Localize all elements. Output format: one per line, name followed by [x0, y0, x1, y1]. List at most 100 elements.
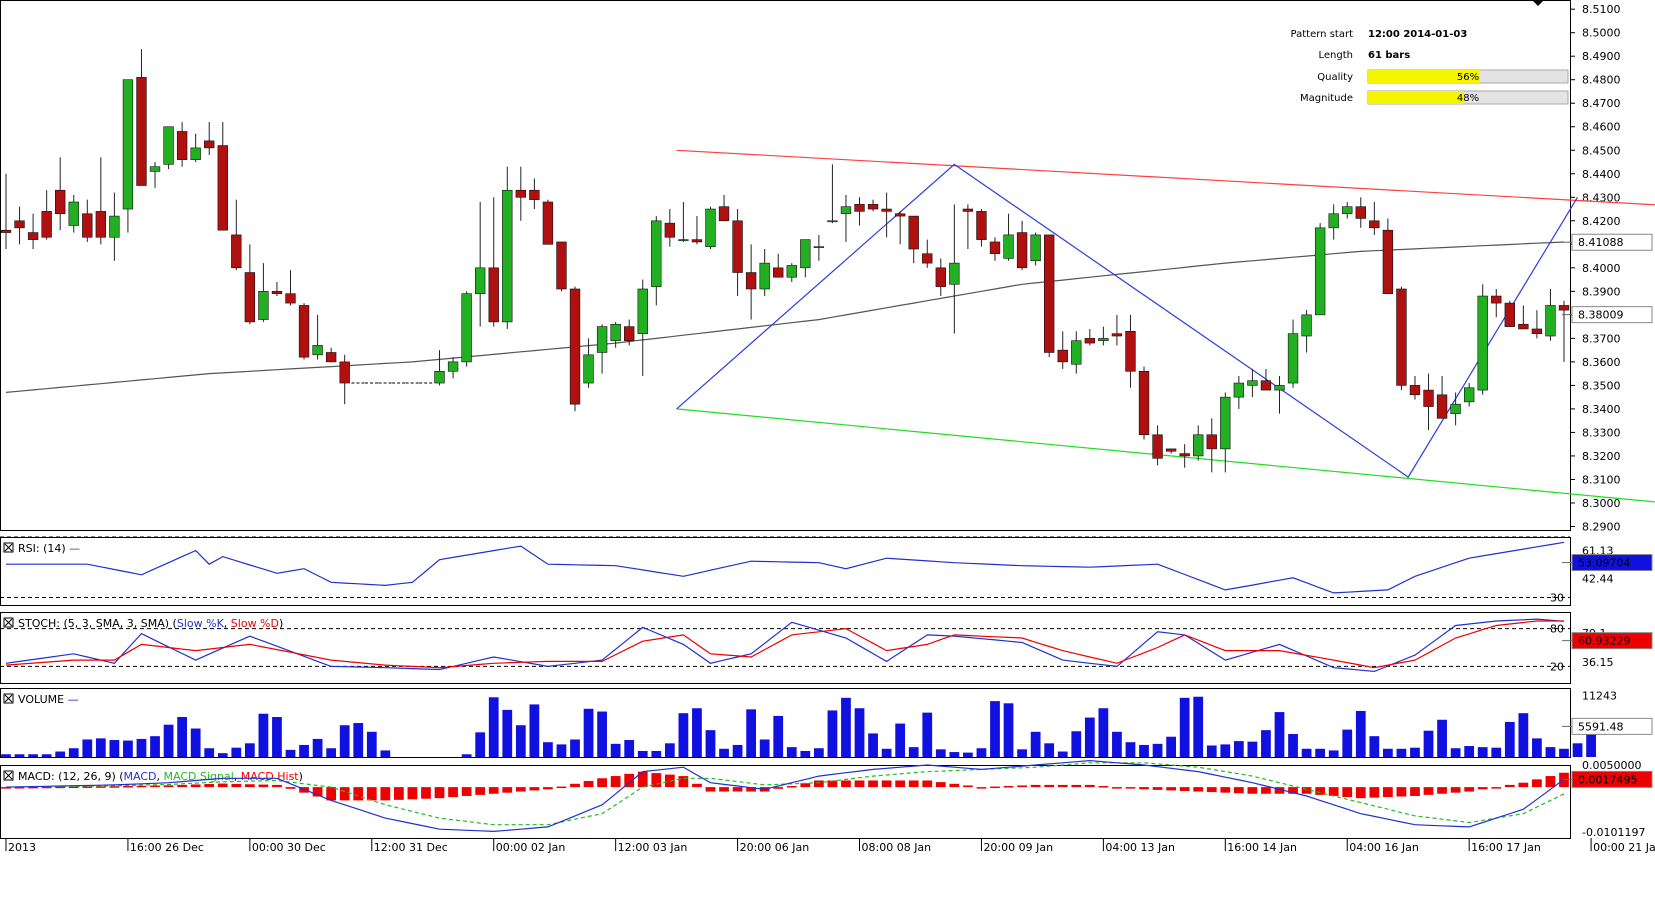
volume-bar — [922, 712, 933, 757]
macd-hist-bar — [637, 771, 648, 788]
macd-sep: , — [157, 770, 164, 783]
macd-hist-bar — [719, 787, 729, 792]
price-tick-label: 8.4800 — [1582, 74, 1621, 87]
macd-hist-bar — [1003, 786, 1014, 788]
volume-bar — [515, 725, 526, 757]
macd-hist-bar — [353, 787, 364, 801]
volume-bar — [1030, 731, 1041, 757]
volume-bar — [746, 709, 757, 757]
macd-hist-bar — [217, 783, 228, 788]
macd-hist-bar — [773, 787, 784, 789]
volume-bar — [1274, 712, 1285, 757]
candle-body — [149, 166, 161, 172]
volume-bar — [272, 717, 282, 757]
candle-body — [1369, 220, 1380, 229]
candle-body — [651, 220, 662, 287]
volume-bar — [1003, 703, 1014, 757]
rsi-value-label: 53.09704 — [1578, 557, 1631, 570]
candle-body — [1558, 305, 1570, 311]
candle-body — [705, 208, 716, 247]
volume-bar — [502, 709, 513, 757]
volume-bar — [380, 750, 391, 757]
macd-hist-bar — [109, 786, 120, 788]
candle-body — [596, 326, 608, 353]
candle-body — [258, 291, 269, 320]
volume-bar — [285, 749, 296, 757]
volume-bar — [786, 747, 797, 757]
candle-body — [624, 326, 635, 342]
macd-hist-bar — [556, 786, 567, 789]
quality-bar-fill — [1368, 70, 1480, 83]
macd-hist-bar — [461, 787, 472, 796]
macd-hist-bar — [1139, 787, 1149, 790]
macd-hist-bar — [394, 787, 404, 800]
volume-bar — [1464, 746, 1475, 757]
candle-body — [1233, 382, 1245, 398]
volume-bar — [150, 736, 160, 757]
candle-body — [1355, 206, 1366, 219]
price-tick-label: 8.4900 — [1582, 50, 1621, 63]
candle-body — [1342, 206, 1353, 215]
macd-hist-bar — [502, 787, 513, 793]
volume-bar — [461, 754, 472, 757]
stoch-legend-k: Slow %K — [177, 617, 225, 630]
volume-bar — [488, 697, 499, 757]
volume-bar — [976, 748, 987, 757]
time-tick-label: 16:00 26 Dec — [130, 841, 204, 854]
stoch-level-label: 20 — [1550, 660, 1564, 673]
ma-price-label: 8.41088 — [1578, 236, 1624, 249]
macd-hist-bar — [421, 787, 431, 799]
macd-hist-bar — [1288, 787, 1298, 794]
volume-bar — [1139, 744, 1149, 757]
volume-bar — [326, 748, 337, 757]
macd-legend: MACD — [124, 770, 157, 783]
macd-hist-bar — [326, 787, 337, 801]
candle-body — [637, 288, 648, 334]
candle-body — [312, 345, 323, 356]
candle-body — [434, 370, 445, 384]
price-tick-label: 8.2900 — [1582, 520, 1621, 533]
volume-bar — [949, 752, 960, 757]
rsi-line — [6, 541, 1565, 594]
macd-hist-bar — [1342, 787, 1353, 798]
macd-hist-bar — [190, 784, 201, 788]
candle-body — [298, 305, 310, 358]
macd-hist-bar — [1247, 787, 1258, 794]
volume-bar — [773, 715, 784, 757]
stoch-panel: STOCH: (5, 3, SMA, 3, SMA) (Slow %K, Slo… — [0, 612, 1653, 684]
pattern-start-label: Pattern start — [1291, 29, 1354, 40]
volume-bar — [1518, 713, 1529, 757]
stoch-close: ) — [279, 617, 283, 630]
volume-bar — [1410, 747, 1420, 757]
macd-hist-bar — [990, 786, 1000, 789]
volume-bar — [109, 740, 120, 757]
candle-body — [827, 220, 838, 223]
macd-hist-bar — [1491, 787, 1502, 789]
price-tick-label: 8.3900 — [1582, 285, 1621, 298]
stoch-level-label: 36.15 — [1582, 656, 1614, 669]
candle-body — [1463, 387, 1475, 403]
macd-hist-bar — [543, 787, 553, 790]
macd-hist-bar — [1071, 784, 1082, 788]
time-tick-label: 16:00 17 Jan — [1471, 841, 1541, 854]
candle-body — [325, 352, 337, 363]
macd-level-label: 0.0050000 — [1582, 759, 1642, 772]
stoch-legend-d: Slow %D — [231, 617, 279, 630]
macd-hist-bar — [1301, 787, 1312, 794]
volume-bar — [1261, 730, 1271, 757]
volume-legend-mark: — — [68, 693, 79, 706]
macd-level-label: -0.0101197 — [1582, 826, 1645, 839]
candle-body — [1084, 338, 1096, 344]
volume-bar — [1193, 696, 1204, 757]
volume-bar — [1220, 744, 1231, 757]
volume-bar — [705, 730, 716, 757]
candle-body — [1044, 234, 1055, 353]
macd-hist-bar — [475, 787, 486, 795]
volume-bar — [1545, 747, 1556, 757]
macd-hist-bar — [1518, 782, 1529, 788]
candle-body — [867, 204, 879, 210]
macd-hist-bar — [800, 783, 811, 788]
volume-bar — [95, 738, 106, 757]
volume-bar — [204, 748, 215, 757]
time-tick-label: 20:00 09 Jan — [983, 841, 1053, 854]
